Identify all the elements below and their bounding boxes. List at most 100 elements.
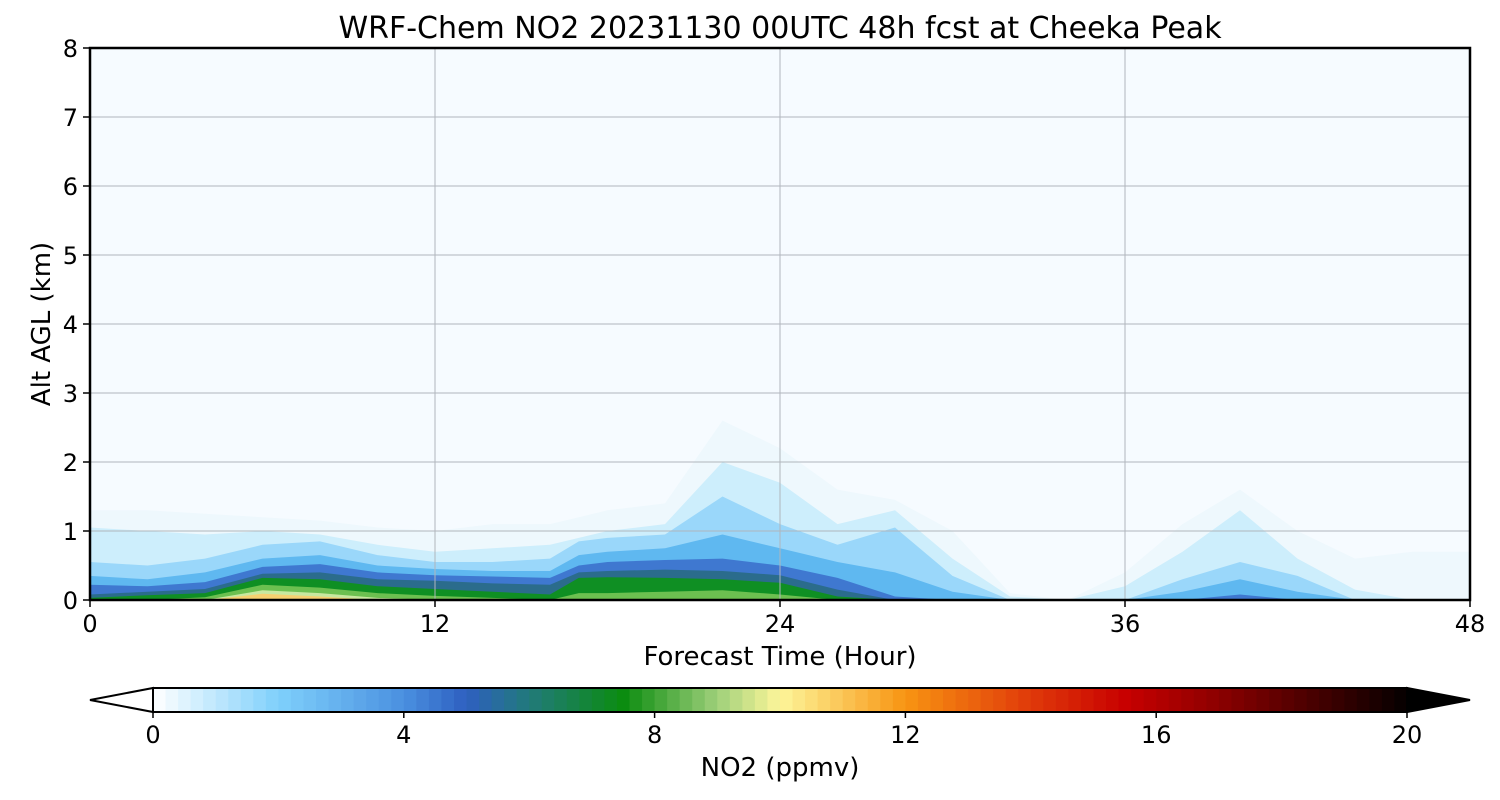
colorbar-segment (729, 688, 743, 712)
y-tick-label: 6 (63, 173, 78, 201)
colorbar-segment (240, 688, 254, 712)
colorbar-segment (1118, 688, 1132, 712)
colorbar-segment (579, 688, 593, 712)
colorbar-segment (1381, 688, 1396, 712)
colorbar-segment (830, 688, 844, 712)
colorbar-segment (1218, 688, 1233, 712)
colorbar-segments (153, 688, 1408, 712)
colorbar-segment (441, 688, 455, 712)
colorbar-segment (228, 688, 242, 712)
colorbar-segment (290, 688, 305, 712)
colorbar-segment (1281, 688, 1295, 712)
colorbar-tick-label: 4 (396, 721, 411, 749)
colorbar-over-arrow (1406, 686, 1471, 714)
y-tick-label: 1 (63, 518, 78, 546)
colorbar-segment (591, 688, 606, 712)
colorbar-segment (842, 688, 856, 712)
grid-lines (90, 48, 1470, 600)
colorbar-segment (466, 688, 480, 712)
colorbar-segment (968, 688, 982, 712)
x-tick-label: 48 (1455, 610, 1486, 638)
colorbar-segment (667, 688, 681, 712)
colorbar-segment (416, 688, 430, 712)
colorbar-segment (1156, 688, 1170, 712)
y-tick-label: 2 (63, 449, 78, 477)
colorbar-segment (917, 688, 932, 712)
colorbar-segment (930, 688, 944, 712)
colorbar-segment (955, 688, 969, 712)
y-tick-label: 5 (63, 242, 78, 270)
y-tick-label: 7 (63, 104, 78, 132)
colorbar-segment (704, 688, 718, 712)
colorbar-segment (754, 688, 769, 712)
x-tick-label: 12 (420, 610, 451, 638)
colorbar-segment (516, 688, 530, 712)
colorbar-segment (391, 688, 405, 712)
colorbar-segment (855, 688, 869, 712)
colorbar-segment (767, 688, 781, 712)
colorbar-tick-label: 0 (145, 721, 160, 749)
colorbar-segment (1068, 688, 1082, 712)
colorbar-tick-label: 20 (1392, 721, 1423, 749)
colorbar-segment (1131, 688, 1145, 712)
y-tick-label: 8 (63, 35, 78, 63)
colorbar-segment (604, 688, 618, 712)
y-axis-ticks: 0 1 2 3 4 5 6 7 8 (63, 35, 90, 615)
colorbar-segment (1306, 688, 1320, 712)
colorbar-segment (504, 688, 518, 712)
colorbar-under-arrow (89, 686, 154, 714)
y-tick-label: 0 (63, 587, 78, 615)
colorbar-segment (366, 688, 380, 712)
colorbar-tick-label: 16 (1141, 721, 1172, 749)
colorbar-segment (654, 688, 668, 712)
colorbar-segment (1319, 688, 1333, 712)
x-tick-label: 36 (1110, 610, 1141, 638)
plot-area (88, 46, 1472, 602)
colorbar-segment (566, 688, 580, 712)
colorbar-segment (1030, 688, 1044, 712)
colorbar-tick-label: 8 (647, 721, 662, 749)
x-axis-label: Forecast Time (Hour) (643, 642, 916, 672)
colorbar-ticks: 0 4 8 12 16 20 (145, 712, 1422, 749)
colorbar-segment (328, 688, 342, 712)
x-axis-ticks: 0 12 24 36 48 (82, 600, 1485, 638)
colorbar-segment (428, 688, 443, 712)
colorbar-segment (529, 688, 543, 712)
colorbar-segment (880, 688, 894, 712)
colorbar-segment (1193, 688, 1207, 712)
colorbar-segment (1331, 688, 1345, 712)
colorbar: 0 4 8 12 16 20 NO2 (ppmv) (89, 686, 1471, 783)
colorbar-segment (378, 688, 392, 712)
colorbar-segment (341, 688, 355, 712)
colorbar-segment (980, 688, 994, 712)
colorbar-label: NO2 (ppmv) (701, 753, 860, 783)
colorbar-segment (1243, 688, 1258, 712)
colorbar-segment (153, 688, 167, 712)
colorbar-segment (1106, 688, 1120, 712)
y-axis-label: Alt AGL (km) (27, 242, 57, 406)
colorbar-segment (316, 688, 330, 712)
colorbar-segment (692, 688, 706, 712)
y-tick-label: 4 (63, 311, 78, 339)
colorbar-segment (1231, 688, 1245, 712)
chart-title: WRF-Chem NO2 20231130 00UTC 48h fcst at … (338, 11, 1222, 46)
colorbar-segment (554, 688, 568, 712)
colorbar-segment (1269, 688, 1283, 712)
colorbar-segment (867, 688, 881, 712)
y-tick-label: 3 (63, 380, 78, 408)
colorbar-segment (1394, 688, 1408, 712)
colorbar-segment (1080, 688, 1095, 712)
colorbar-segment (892, 688, 906, 712)
colorbar-segment (629, 688, 643, 712)
colorbar-segment (178, 688, 192, 712)
colorbar-segment (817, 688, 831, 712)
colorbar-segment (742, 688, 756, 712)
colorbar-segment (1168, 688, 1182, 712)
colorbar-segment (1018, 688, 1032, 712)
colorbar-segment (303, 688, 317, 712)
colorbar-segment (642, 688, 656, 712)
colorbar-segment (1181, 688, 1195, 712)
colorbar-segment (453, 688, 468, 712)
colorbar-segment (541, 688, 555, 712)
colorbar-segment (780, 688, 794, 712)
